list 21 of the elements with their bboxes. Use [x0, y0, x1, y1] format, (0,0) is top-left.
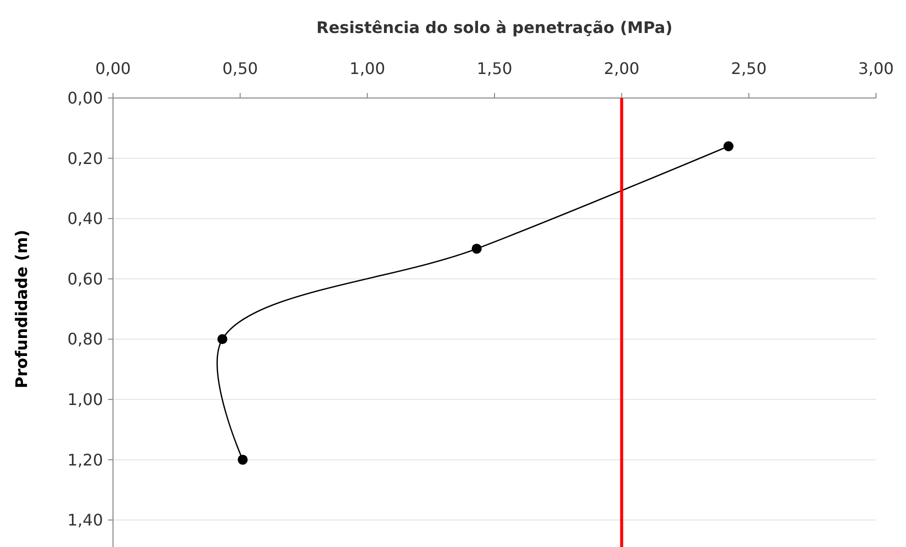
point	[217, 334, 228, 344]
x-tick-label: 2,00	[604, 59, 640, 78]
y-tick-label: 0,80	[67, 330, 103, 349]
point	[723, 141, 734, 152]
x-tick-label: 0,50	[222, 59, 258, 78]
x-tick-label: 2,50	[731, 59, 767, 78]
x-tick-label: 0,00	[95, 59, 131, 78]
x-tick-label: 1,00	[350, 59, 386, 78]
point	[472, 244, 482, 254]
y-axis-title: Profundidade (m)	[12, 230, 31, 388]
y-tick-label: 0,60	[67, 269, 103, 288]
y-tick-label: 0,40	[67, 209, 103, 228]
y-tick-label: 0,00	[67, 88, 103, 108]
x-axis-title: Resistência do solo à penetração (MPa)	[316, 18, 673, 37]
y-tick-label: 1,40	[67, 510, 103, 530]
y-tick-label: 1,00	[67, 390, 103, 410]
y-tick-label: 0,20	[67, 148, 103, 168]
y-tick-label: 1,20	[67, 450, 103, 470]
x-tick-label: 3,00	[858, 59, 894, 78]
x-tick-label: 1,50	[476, 59, 512, 78]
point	[238, 454, 248, 465]
